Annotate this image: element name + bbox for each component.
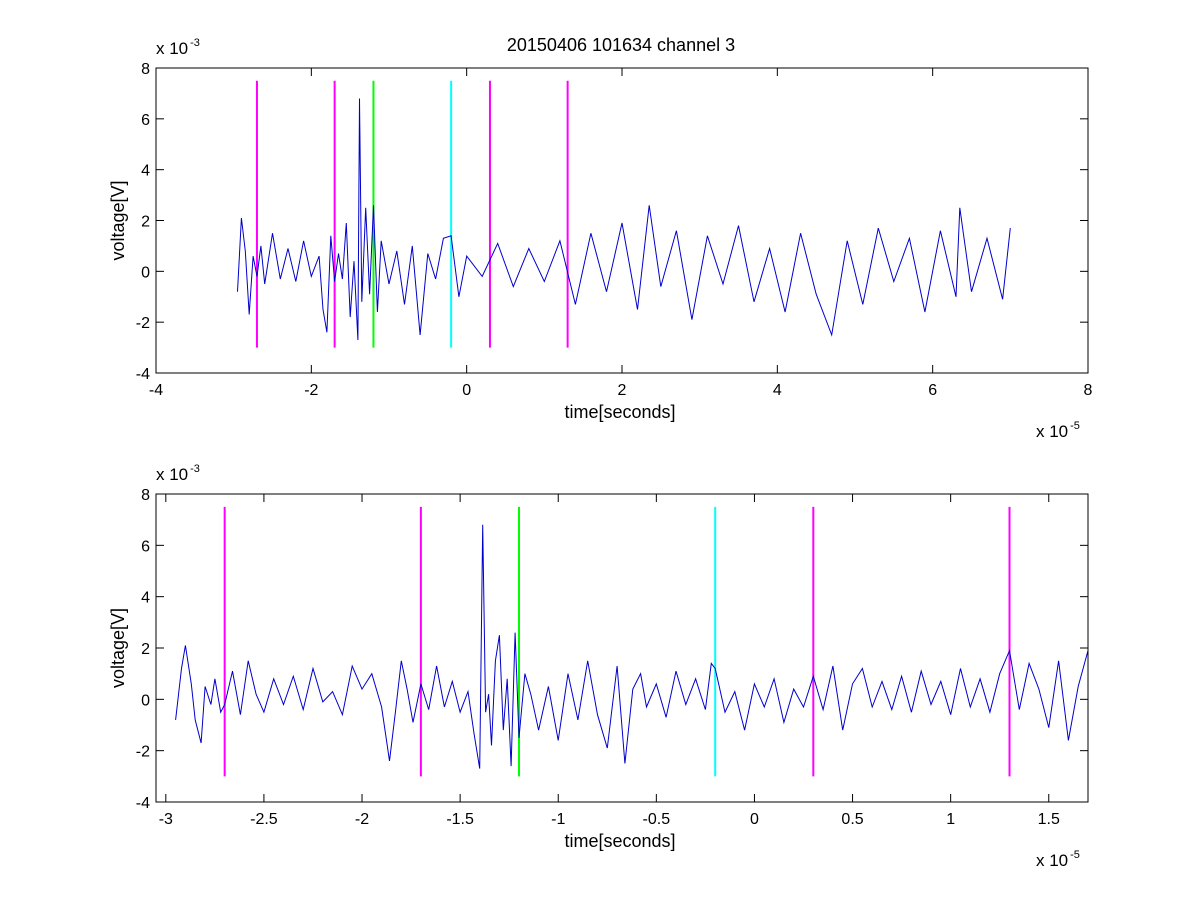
- figure-title: 20150406 101634 channel 3: [507, 35, 735, 55]
- x-axis-label: time[seconds]: [564, 831, 675, 851]
- x-tick-label: -2: [304, 382, 318, 399]
- y-exponent-label: x 10 -3: [156, 37, 200, 58]
- y-tick-label: 6: [141, 538, 150, 555]
- x-tick-label: 2: [618, 382, 627, 399]
- y-tick-label: 8: [141, 61, 150, 78]
- x-tick-label: -4: [149, 382, 163, 399]
- signal-trace-0: [175, 524, 1089, 769]
- y-tick-label: 4: [141, 590, 150, 607]
- x-tick-label: -3: [159, 811, 173, 828]
- x-exponent-base: x 10: [1036, 422, 1068, 441]
- y-exponent-power: -3: [190, 463, 200, 475]
- top-plot: -4 -2 0 2 4 6 8 -4 -2 0 2 4 6 8 time[seconds] voltage[V…: [108, 37, 1093, 441]
- y-tick-label: 2: [141, 214, 150, 231]
- x-axis-label: time[seconds]: [564, 402, 675, 422]
- y-tick-label: -4: [136, 795, 150, 812]
- y-tick-label: 0: [141, 264, 150, 281]
- x-exponent-label: x 10 -5: [1036, 849, 1080, 870]
- x-tick-label: -1: [551, 811, 565, 828]
- y-tick-label: 4: [141, 163, 150, 180]
- x-tick-label: 6: [928, 382, 937, 399]
- y-exponent-base: x 10: [156, 465, 188, 484]
- y-tick-label: -2: [136, 315, 150, 332]
- y-exponent-base: x 10: [156, 39, 188, 58]
- x-tick-label: 0: [462, 382, 471, 399]
- y-tick-label: -2: [136, 744, 150, 761]
- y-tick-label: 2: [141, 641, 150, 658]
- x-tick-label: 1.5: [1038, 811, 1060, 828]
- x-tick-label: 0.5: [841, 811, 863, 828]
- x-tick-label: -2.5: [250, 811, 278, 828]
- x-exponent-base: x 10: [1036, 851, 1068, 870]
- x-tick-label: -1.5: [446, 811, 474, 828]
- x-exponent-power: -5: [1070, 849, 1080, 861]
- y-tick-label: 0: [141, 692, 150, 709]
- signal-trace-0: [237, 98, 1011, 341]
- x-exponent-label: x 10 -5: [1036, 420, 1080, 441]
- y-tick-label: -4: [136, 366, 150, 383]
- y-exponent-power: -3: [190, 37, 200, 49]
- plot-frame: [155, 67, 1089, 374]
- x-tick-label: -2: [355, 811, 369, 828]
- y-tick-label: 8: [141, 487, 150, 504]
- bottom-plot: -3 -2.5 -2 -1.5 -1 -0.5 0 0.5 1 1.5 -4 -2 0 2 4 6 8 time[…: [108, 463, 1089, 870]
- x-tick-label: 8: [1084, 382, 1093, 399]
- y-tick-label: 6: [141, 112, 150, 129]
- x-tick-label: 0: [750, 811, 759, 828]
- x-exponent-power: -5: [1070, 420, 1080, 432]
- y-exponent-label: x 10 -3: [156, 463, 200, 484]
- plot-frame: [155, 493, 1089, 803]
- y-axis-label: voltage[V]: [108, 180, 128, 260]
- x-tick-label: -0.5: [643, 811, 671, 828]
- x-tick-label: 4: [773, 382, 782, 399]
- y-axis-label: voltage[V]: [108, 608, 128, 688]
- x-tick-label: 1: [946, 811, 955, 828]
